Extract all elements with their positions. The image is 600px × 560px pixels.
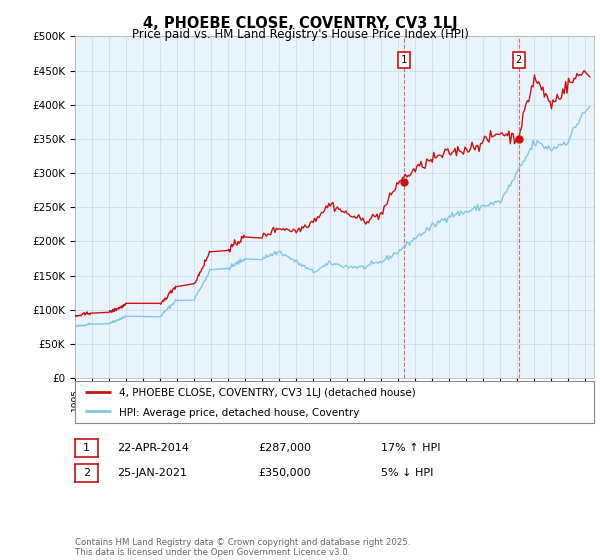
Text: 2: 2 xyxy=(83,468,90,478)
Text: 1: 1 xyxy=(83,443,90,453)
Text: 5% ↓ HPI: 5% ↓ HPI xyxy=(381,468,433,478)
Text: Price paid vs. HM Land Registry's House Price Index (HPI): Price paid vs. HM Land Registry's House … xyxy=(131,28,469,41)
Text: £350,000: £350,000 xyxy=(258,468,311,478)
Text: 4, PHOEBE CLOSE, COVENTRY, CV3 1LJ (detached house): 4, PHOEBE CLOSE, COVENTRY, CV3 1LJ (deta… xyxy=(119,389,416,398)
Text: 22-APR-2014: 22-APR-2014 xyxy=(117,443,189,453)
Text: 17% ↑ HPI: 17% ↑ HPI xyxy=(381,443,440,453)
Text: 2: 2 xyxy=(515,55,522,66)
Text: 25-JAN-2021: 25-JAN-2021 xyxy=(117,468,187,478)
Text: HPI: Average price, detached house, Coventry: HPI: Average price, detached house, Cove… xyxy=(119,408,359,418)
Text: £287,000: £287,000 xyxy=(258,443,311,453)
Text: Contains HM Land Registry data © Crown copyright and database right 2025.
This d: Contains HM Land Registry data © Crown c… xyxy=(75,538,410,557)
Text: 1: 1 xyxy=(400,55,407,66)
Text: 4, PHOEBE CLOSE, COVENTRY, CV3 1LJ: 4, PHOEBE CLOSE, COVENTRY, CV3 1LJ xyxy=(143,16,457,31)
